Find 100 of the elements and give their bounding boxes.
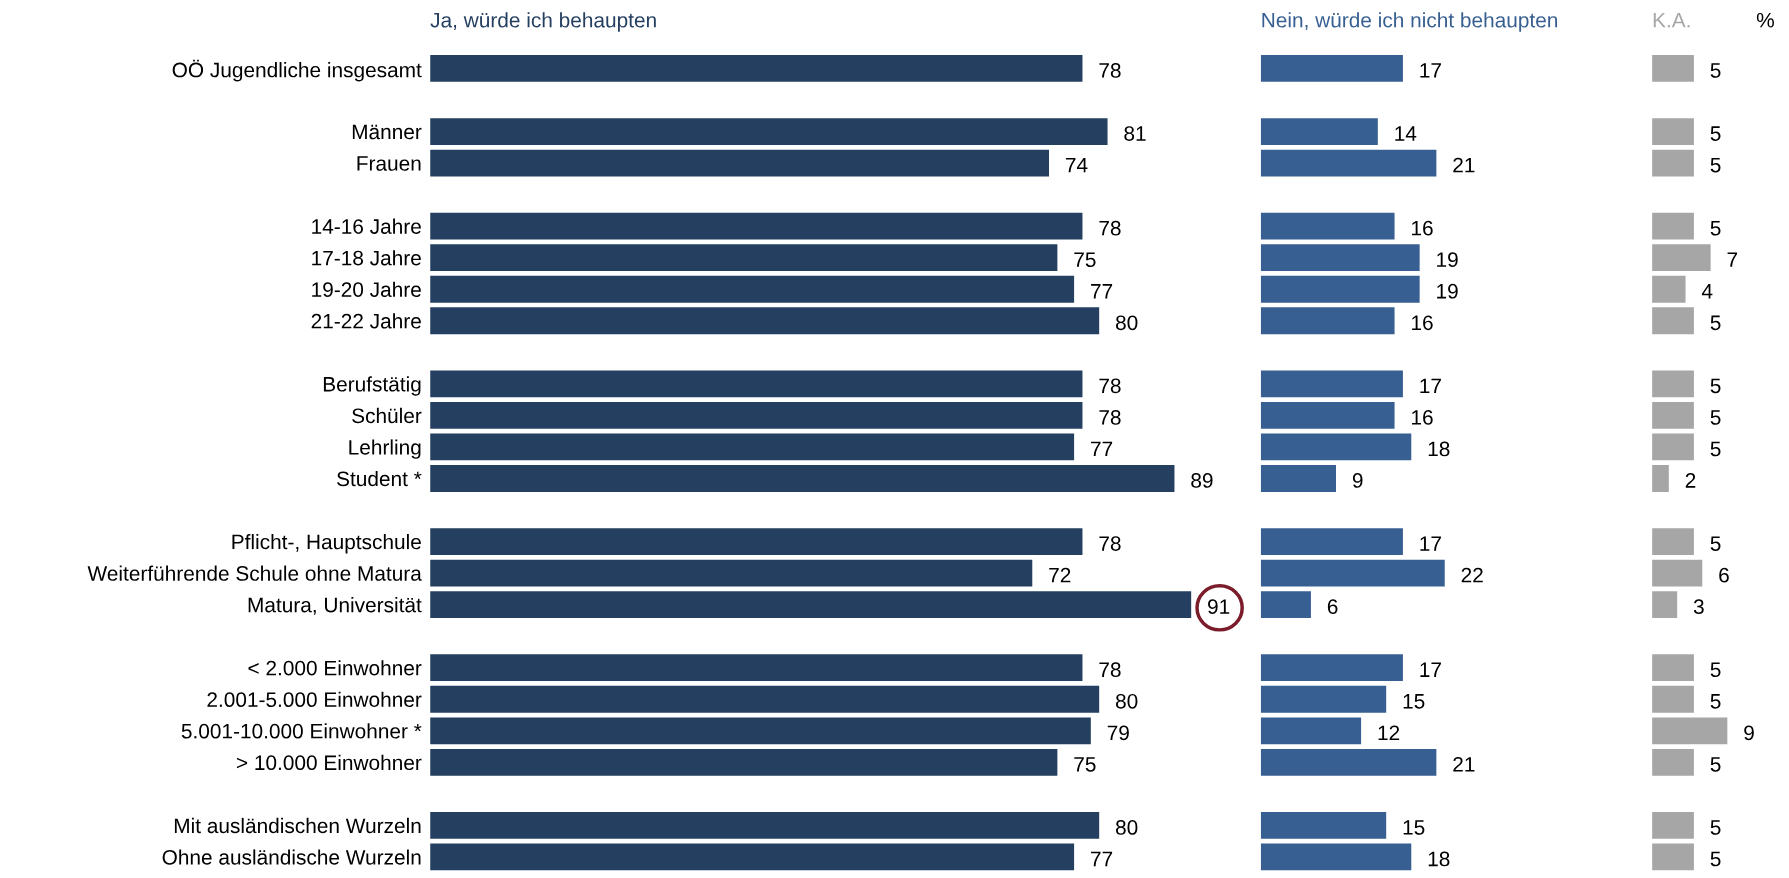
bar bbox=[1260, 528, 1403, 555]
bar bbox=[1260, 275, 1420, 303]
bar bbox=[1652, 275, 1686, 303]
bar bbox=[1652, 465, 1669, 492]
bar bbox=[1652, 812, 1694, 839]
data-label: 78 bbox=[1099, 410, 1121, 425]
y-tick-label: OÖ Jugendliche insgesamt bbox=[172, 59, 422, 82]
data-label: 78 bbox=[1099, 63, 1121, 78]
data-label: 19 bbox=[1437, 283, 1458, 299]
data-label: 91 bbox=[1208, 599, 1230, 615]
bar bbox=[430, 843, 1075, 871]
y-tick-label: Männer bbox=[352, 124, 422, 140]
data-label: 5 bbox=[1710, 410, 1721, 425]
bar bbox=[1652, 717, 1728, 745]
y-tick-label: < 2.000 Einwohner bbox=[248, 660, 422, 676]
y-tick-label: Ohne ausländische Wurzeln bbox=[162, 849, 421, 865]
data-label: 4 bbox=[1701, 284, 1713, 299]
data-label: 3 bbox=[1693, 599, 1704, 615]
data-label: 6 bbox=[1327, 599, 1338, 615]
bar bbox=[430, 275, 1075, 303]
data-label: 5 bbox=[1710, 126, 1721, 141]
y-tick-label: 19-20 Jahre bbox=[312, 281, 421, 297]
text: % bbox=[1756, 12, 1774, 28]
bar bbox=[1260, 55, 1403, 82]
y-tick-label: Student * bbox=[337, 470, 422, 487]
y-tick-label: Mit ausländischen Wurzeln bbox=[174, 817, 421, 834]
bar bbox=[1652, 748, 1694, 776]
data-label: 5 bbox=[1710, 378, 1721, 394]
bar bbox=[1652, 685, 1694, 713]
bar bbox=[1260, 717, 1362, 745]
bar bbox=[1260, 812, 1387, 839]
bar bbox=[1652, 559, 1703, 587]
bar bbox=[430, 149, 1050, 177]
bar bbox=[430, 55, 1083, 82]
data-label: 18 bbox=[1428, 851, 1450, 867]
data-label: 21 bbox=[1453, 756, 1475, 772]
data-label: 17 bbox=[1420, 662, 1441, 677]
data-label: 75 bbox=[1074, 757, 1096, 772]
bar bbox=[1652, 591, 1678, 619]
y-tick-label: 21-22 Jahre bbox=[311, 313, 421, 329]
data-label: 9 bbox=[1744, 725, 1754, 741]
bar bbox=[1652, 401, 1694, 429]
data-label: 72 bbox=[1049, 567, 1071, 583]
data-label: 21 bbox=[1453, 157, 1475, 173]
bar bbox=[1652, 149, 1694, 177]
data-label: 5 bbox=[1710, 662, 1721, 678]
bar bbox=[1260, 401, 1395, 429]
bar bbox=[1260, 748, 1437, 776]
bar bbox=[1260, 118, 1378, 145]
data-label: 5 bbox=[1710, 220, 1721, 236]
data-label: 12 bbox=[1378, 725, 1400, 740]
data-label: 17 bbox=[1420, 63, 1441, 78]
data-label: 16 bbox=[1412, 220, 1433, 236]
y-tick-label: 5.001-10.000 Einwohner * bbox=[181, 723, 422, 739]
bar bbox=[430, 528, 1083, 555]
data-label: 5 bbox=[1710, 757, 1721, 772]
chart-title: Nein, würde ich nicht behaupten bbox=[1262, 12, 1558, 32]
bar bbox=[430, 559, 1033, 587]
y-tick-label: Pflicht-, Hauptschule bbox=[232, 534, 421, 554]
data-label: 78 bbox=[1099, 220, 1121, 236]
data-label: 5 bbox=[1710, 441, 1721, 457]
data-label: 5 bbox=[1710, 315, 1721, 331]
bar bbox=[1652, 118, 1694, 145]
data-label: 5 bbox=[1710, 63, 1721, 78]
data-label: 80 bbox=[1115, 315, 1138, 331]
data-label: 5 bbox=[1710, 536, 1721, 551]
data-label: 79 bbox=[1107, 725, 1129, 741]
data-label: 78 bbox=[1099, 536, 1121, 551]
data-label: 75 bbox=[1074, 252, 1096, 268]
data-label: 77 bbox=[1091, 851, 1113, 867]
data-label: 78 bbox=[1099, 378, 1121, 394]
data-label: 78 bbox=[1099, 662, 1121, 678]
bar bbox=[430, 591, 1192, 619]
bar bbox=[430, 812, 1100, 839]
bar bbox=[1652, 843, 1694, 871]
bar bbox=[1652, 55, 1694, 82]
bar bbox=[1652, 433, 1694, 461]
data-label: 80 bbox=[1115, 820, 1138, 835]
bar bbox=[1652, 528, 1694, 555]
data-label: 19 bbox=[1437, 252, 1458, 268]
y-tick-label: Lehrling bbox=[349, 439, 421, 459]
data-label: 16 bbox=[1412, 315, 1433, 331]
data-label: 16 bbox=[1412, 410, 1433, 425]
bar bbox=[1260, 149, 1437, 177]
data-label: 5 bbox=[1710, 157, 1721, 173]
data-label: 14 bbox=[1395, 126, 1417, 141]
bar bbox=[430, 118, 1108, 145]
data-label: 5 bbox=[1710, 694, 1721, 709]
data-label: 15 bbox=[1403, 694, 1425, 709]
y-tick-label: 14-16 Jahre bbox=[312, 218, 421, 234]
bar bbox=[1260, 370, 1403, 398]
data-label: 5 bbox=[1710, 851, 1721, 867]
bar bbox=[430, 685, 1100, 713]
data-label: 77 bbox=[1091, 284, 1113, 299]
data-label: 22 bbox=[1461, 567, 1483, 583]
bar bbox=[1652, 212, 1694, 240]
bar bbox=[430, 401, 1083, 429]
y-tick-label: Schüler bbox=[352, 407, 422, 424]
bar bbox=[430, 212, 1083, 240]
bar bbox=[1652, 244, 1711, 272]
